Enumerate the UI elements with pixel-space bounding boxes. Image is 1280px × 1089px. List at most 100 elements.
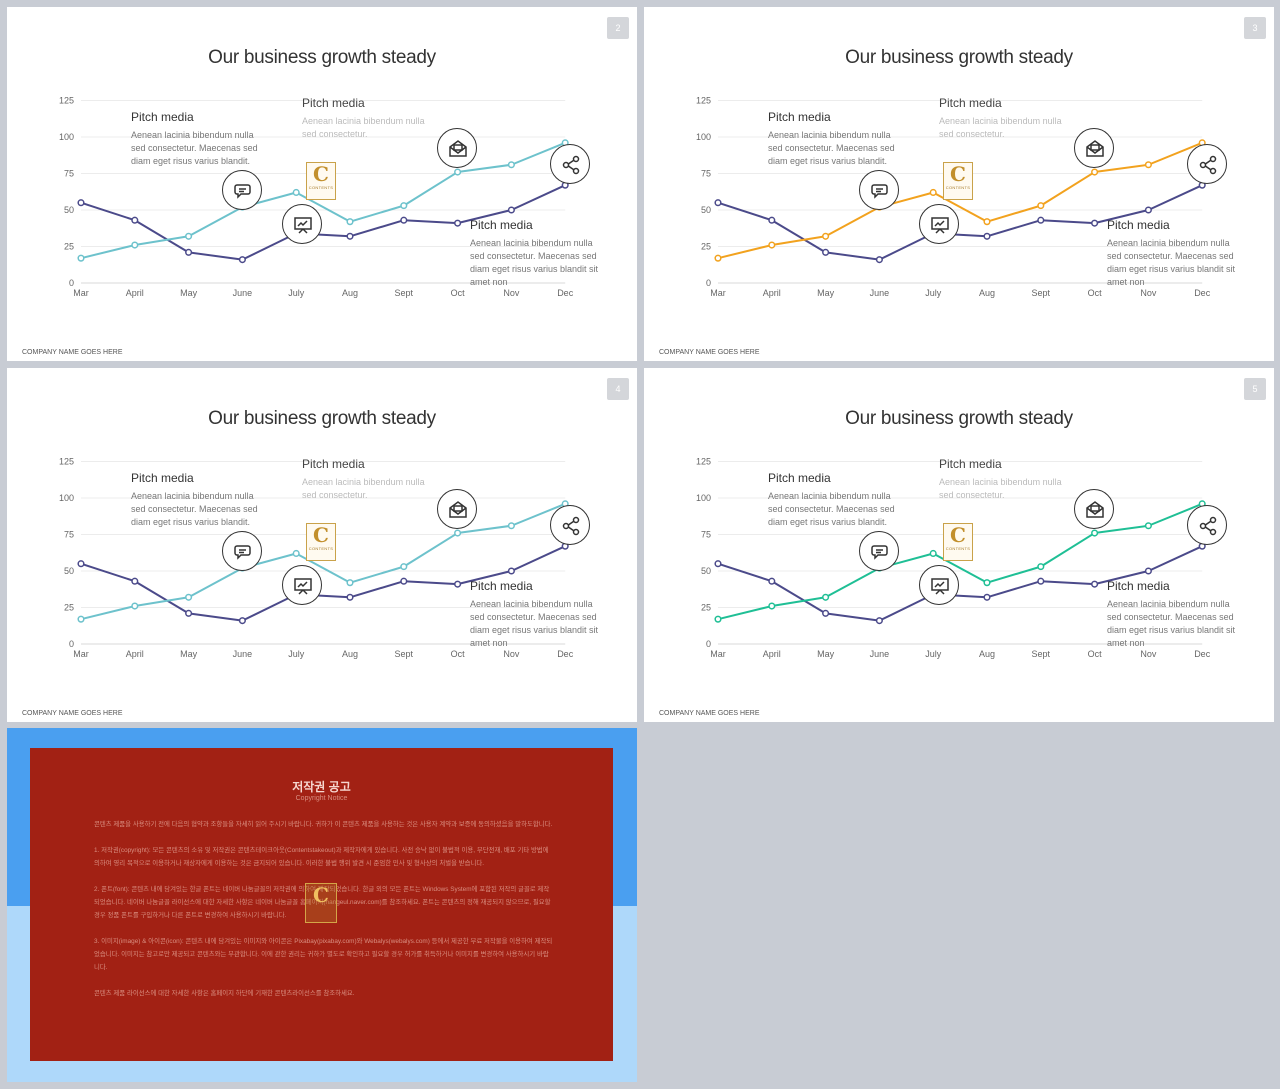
notice-paragraph: 콘텐츠 제품 라이선스에 대한 자세한 사항은 홈페이지 하단에 기재한 콘텐츠… <box>94 990 355 997</box>
data-point <box>77 615 85 623</box>
slide-4[interactable]: Our business growth steady 4 0 25 50 75 100 1… <box>7 368 637 722</box>
x-tick-label: July <box>288 649 305 659</box>
presentation-icon[interactable] <box>919 204 959 244</box>
data-point <box>185 248 193 256</box>
mail-icon[interactable] <box>1074 128 1114 168</box>
slide-2[interactable]: Our business growth steady 2 0 25 50 75 100 1… <box>7 7 637 361</box>
note-3: Pitch media Aenean lacinia bibendum null… <box>470 579 605 650</box>
series-line-2 <box>717 502 1203 621</box>
data-point <box>983 232 991 240</box>
notice-subtitle: Copyright Notice <box>295 795 348 802</box>
x-tick-label: Dec <box>557 649 574 659</box>
logo-text: CONTENTS <box>308 546 334 551</box>
data-point <box>454 529 462 537</box>
data-point <box>875 256 883 264</box>
slide-3[interactable]: Our business growth steady 3 0 25 50 75 100 1… <box>644 7 1274 361</box>
data-point <box>507 567 515 575</box>
x-tick-label: April <box>763 288 781 298</box>
presentation-icon[interactable] <box>919 565 959 605</box>
data-point <box>185 609 193 617</box>
footer-company: COMPANY NAME GOES HERE <box>659 349 760 356</box>
data-point <box>1144 206 1152 214</box>
chat-icon[interactable] <box>222 170 262 210</box>
x-tick-label: July <box>925 649 942 659</box>
y-tick-label: 100 <box>696 132 711 142</box>
logo-letter: C <box>950 523 966 547</box>
y-tick-label: 0 <box>706 639 711 649</box>
series-line-2 <box>717 141 1203 260</box>
data-point <box>131 577 139 585</box>
data-point <box>714 199 722 207</box>
note-body: Aenean lacinia bibendum nulla sed consec… <box>1107 238 1236 287</box>
y-tick-label: 75 <box>701 530 711 540</box>
data-point <box>983 218 991 226</box>
presentation-icon[interactable] <box>282 565 322 605</box>
series-line-1 <box>80 184 566 261</box>
contents-logo: C CONTENTS <box>306 523 336 561</box>
data-point <box>507 206 515 214</box>
share-icon[interactable] <box>550 144 590 184</box>
data-point <box>768 216 776 224</box>
note-2: Pitch media Aenean lacinia bibendum null… <box>302 457 437 502</box>
x-tick-label: Oct <box>451 649 466 659</box>
x-tick-label: May <box>180 288 198 298</box>
series-line-1 <box>80 545 566 622</box>
contents-logo: C CONTENTS <box>306 162 336 200</box>
logo-letter: C <box>950 162 966 186</box>
slide-5[interactable]: Our business growth steady 5 0 25 50 75 100 1… <box>644 368 1274 722</box>
y-tick-label: 125 <box>696 457 711 467</box>
presentation-icon[interactable] <box>282 204 322 244</box>
x-tick-label: Nov <box>1140 288 1157 298</box>
note-2: Pitch media Aenean lacinia bibendum null… <box>302 96 437 141</box>
y-tick-label: 50 <box>701 566 711 576</box>
x-tick-label: Sept <box>1032 649 1051 659</box>
data-point <box>346 218 354 226</box>
notice-paragraph: 3. 이미지(image) & 아이콘(icon): 콘텐츠 내에 담겨있는 이… <box>94 938 553 971</box>
page-number: 3 <box>1244 17 1266 39</box>
note-heading: Pitch media <box>302 96 365 110</box>
note-1: Pitch media Aenean lacinia bibendum null… <box>768 110 903 168</box>
note-heading: Pitch media <box>131 471 194 485</box>
chat-icon[interactable] <box>859 170 899 210</box>
slide-title: Our business growth steady <box>208 47 436 68</box>
chat-icon[interactable] <box>222 531 262 571</box>
data-point <box>983 579 991 587</box>
data-point <box>1144 161 1152 169</box>
y-tick-label: 75 <box>64 169 74 179</box>
y-tick-label: 0 <box>69 639 74 649</box>
notice-body: 콘텐츠 제품을 사용하기 전에 다음의 협약과 조항들을 자세히 읽어 주시기 … <box>94 818 554 1013</box>
data-point <box>822 232 830 240</box>
note-heading: Pitch media <box>302 457 365 471</box>
x-tick-label: Dec <box>1194 649 1211 659</box>
logo-text: CONTENTS <box>945 546 971 551</box>
chat-icon[interactable] <box>859 531 899 571</box>
notice-paragraph: 2. 폰트(font): 콘텐츠 내에 담겨있는 한글 폰트는 네이버 나눔글꼴… <box>94 886 551 919</box>
slide-title: Our business growth steady <box>845 408 1073 429</box>
line-chart: 0 25 50 75 100 125 Mar April May June July Aug Sept O… <box>696 457 1211 660</box>
note-3: Pitch media Aenean lacinia bibendum null… <box>1107 579 1242 650</box>
share-icon[interactable] <box>1187 505 1227 545</box>
data-point <box>131 602 139 610</box>
data-point <box>400 216 408 224</box>
mail-icon[interactable] <box>1074 489 1114 529</box>
mail-icon[interactable] <box>437 128 477 168</box>
y-tick-label: 25 <box>64 242 74 252</box>
y-tick-label: 25 <box>701 603 711 613</box>
data-point <box>1091 168 1099 176</box>
data-point <box>768 241 776 249</box>
notice-logo-letter: C <box>313 883 329 907</box>
y-tick-label: 100 <box>59 493 74 503</box>
data-point <box>292 188 300 197</box>
y-tick-label: 50 <box>701 205 711 215</box>
share-icon[interactable] <box>550 505 590 545</box>
share-icon[interactable] <box>1187 144 1227 184</box>
mail-icon[interactable] <box>437 489 477 529</box>
page-number: 2 <box>607 17 629 39</box>
footer-company: COMPANY NAME GOES HERE <box>22 710 123 717</box>
data-point <box>822 593 830 601</box>
x-tick-label: April <box>763 649 781 659</box>
copyright-notice-slide[interactable]: 저작권 공고 Copyright Notice 콘텐츠 제품을 사용하기 전에 … <box>7 728 637 1082</box>
note-heading: Pitch media <box>768 110 831 124</box>
y-tick-label: 75 <box>64 530 74 540</box>
x-tick-label: Aug <box>342 288 358 298</box>
